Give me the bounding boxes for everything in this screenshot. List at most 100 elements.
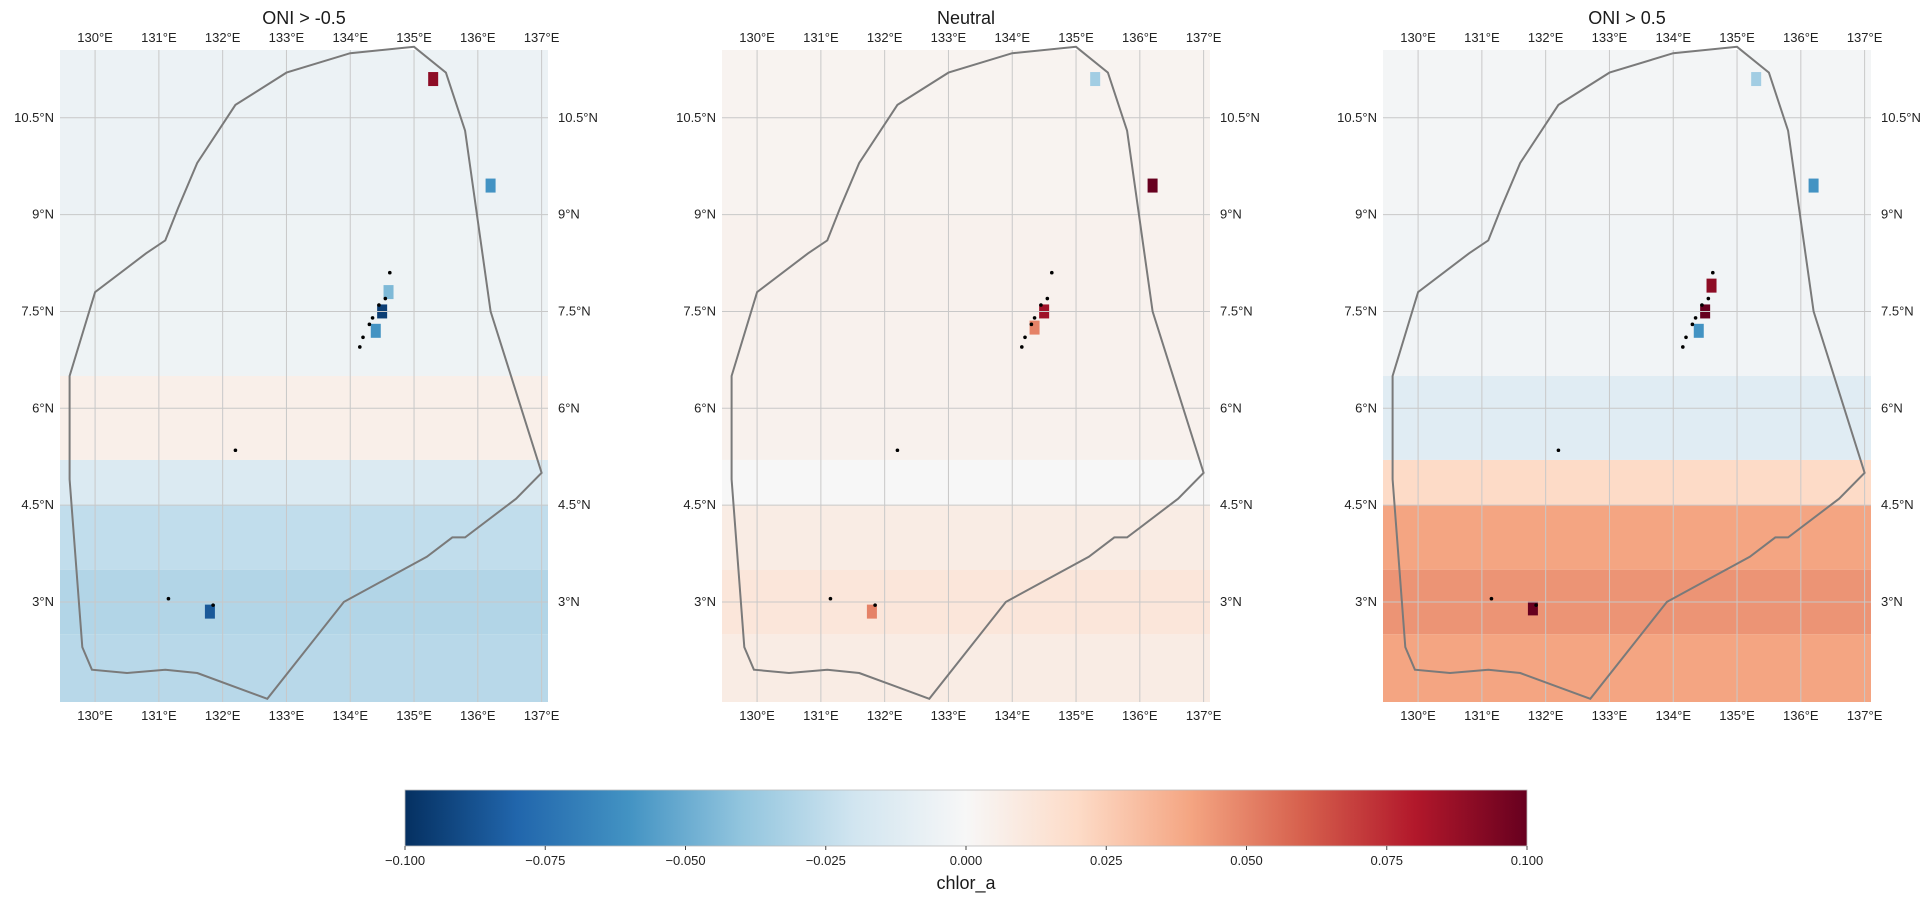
lat-tick-label-left: 4.5°N (683, 497, 716, 512)
lat-tick-label-left: 7.5°N (683, 303, 716, 318)
lat-tick-label-right: 10.5°N (558, 110, 598, 125)
island (1684, 335, 1688, 340)
colorbar-label: chlor_a (936, 873, 996, 894)
lat-tick-label-left: 10.5°N (1337, 110, 1377, 125)
lon-tick-label-bottom: 137°E (1847, 708, 1883, 723)
lat-tick-label-right: 10.5°N (1881, 110, 1921, 125)
anomaly-spot (1693, 323, 1704, 338)
colorbar: −0.100 −0.075 −0.050 −0.025 0.000 0.025 0.050 0… (385, 789, 1543, 894)
colorbar-tick-label: 0.025 (1090, 853, 1123, 868)
lon-tick-label-top: 131°E (141, 30, 177, 45)
anomaly-band (722, 634, 1210, 702)
island (1039, 303, 1043, 307)
anomaly-spot (1751, 72, 1762, 87)
lat-tick-label-left: 7.5°N (21, 303, 54, 318)
lat-tick-label-right: 9°N (1881, 207, 1903, 222)
island (895, 448, 900, 453)
lat-tick-label-left: 7.5°N (1344, 303, 1377, 318)
lon-tick-label-bottom: 136°E (460, 708, 496, 723)
lon-tick-label-bottom: 131°E (141, 708, 177, 723)
lon-tick-label-top: 130°E (77, 30, 113, 45)
colorbar-tick-label: −0.100 (385, 853, 425, 868)
anomaly-spot (1090, 72, 1101, 87)
panel-title: ONI > -0.5 (262, 8, 346, 28)
island (1693, 316, 1698, 320)
colorbar-gradient (404, 789, 1528, 847)
lat-tick-label-right: 6°N (1220, 400, 1242, 415)
lat-tick-label-right: 9°N (1220, 207, 1242, 222)
map-panel-1: 130°E 130°E 131°E 131°E 132°E 132°E 133°E 133°E… (14, 8, 598, 723)
island (1710, 270, 1715, 275)
island (1489, 596, 1494, 601)
lon-tick-label-top: 134°E (332, 30, 368, 45)
anomaly-field (60, 50, 548, 702)
lon-tick-label-top: 137°E (1847, 30, 1883, 45)
anomaly-band (60, 376, 548, 460)
island (383, 296, 388, 301)
lon-tick-label-bottom: 132°E (205, 708, 241, 723)
eez-boundary (68, 45, 543, 700)
map-panel-2: 130°E 130°E 131°E 131°E 132°E 132°E 133°E 133°E… (676, 8, 1260, 723)
colorbar-tick-label: −0.050 (665, 853, 705, 868)
colorbar-tick-label: 0.000 (950, 853, 983, 868)
lon-tick-label-top: 135°E (396, 30, 432, 45)
lat-tick-label-left: 6°N (1355, 400, 1377, 415)
lat-tick-label-right: 4.5°N (1220, 497, 1253, 512)
lon-tick-label-top: 133°E (931, 30, 967, 45)
island (377, 303, 381, 307)
anomaly-band (722, 505, 1210, 570)
lon-tick-label-bottom: 133°E (1592, 708, 1628, 723)
lat-tick-label-right: 7.5°N (558, 303, 591, 318)
lon-tick-label-top: 135°E (1058, 30, 1094, 45)
lon-tick-label-bottom: 132°E (1528, 708, 1564, 723)
lat-tick-label-right: 9°N (558, 207, 580, 222)
island (1681, 345, 1685, 349)
lon-tick-label-bottom: 136°E (1783, 708, 1819, 723)
island (1706, 296, 1711, 301)
island (211, 603, 215, 607)
lat-tick-label-left: 3°N (1355, 594, 1377, 609)
lon-tick-label-bottom: 132°E (867, 708, 903, 723)
lat-tick-label-right: 10.5°N (1220, 110, 1260, 125)
eez-boundary (1391, 45, 1866, 700)
lat-tick-label-left: 6°N (694, 400, 716, 415)
lon-tick-label-top: 136°E (1122, 30, 1158, 45)
lon-tick-label-bottom: 133°E (931, 708, 967, 723)
lon-tick-label-bottom: 133°E (269, 708, 305, 723)
lat-tick-label-right: 4.5°N (558, 497, 591, 512)
anomaly-spot (1147, 178, 1158, 193)
lat-tick-label-right: 3°N (1220, 594, 1242, 609)
anomaly-band (60, 634, 548, 702)
lon-tick-label-bottom: 131°E (1464, 708, 1500, 723)
colorbar-tick-label: 0.075 (1370, 853, 1403, 868)
lon-tick-label-top: 132°E (867, 30, 903, 45)
map-panel-3: 130°E 130°E 131°E 131°E 132°E 132°E 133°E 133°E… (1337, 8, 1921, 723)
lat-tick-label-right: 6°N (1881, 400, 1903, 415)
lon-tick-label-bottom: 137°E (1186, 708, 1222, 723)
anomaly-spot (1527, 601, 1538, 616)
lat-tick-label-left: 9°N (1355, 207, 1377, 222)
anomaly-band (722, 50, 1210, 215)
lon-tick-label-top: 135°E (1719, 30, 1755, 45)
island (1023, 335, 1027, 340)
island (1700, 303, 1704, 307)
island (370, 316, 375, 320)
island (1029, 322, 1034, 327)
island (367, 322, 372, 327)
anomaly-field (1383, 50, 1871, 702)
anomaly-band (722, 459, 1210, 506)
panel-title: ONI > 0.5 (1588, 8, 1666, 28)
island (1556, 448, 1561, 453)
lon-tick-label-bottom: 136°E (1122, 708, 1158, 723)
lon-tick-label-bottom: 130°E (1400, 708, 1436, 723)
lat-tick-label-left: 10.5°N (676, 110, 716, 125)
lon-tick-label-bottom: 137°E (524, 708, 560, 723)
anomaly-band (722, 376, 1210, 460)
eez-boundary (730, 45, 1205, 700)
island (358, 345, 362, 349)
lat-tick-label-right: 3°N (558, 594, 580, 609)
lon-tick-label-top: 130°E (739, 30, 775, 45)
panel-title: Neutral (937, 8, 995, 28)
lon-tick-label-top: 131°E (803, 30, 839, 45)
